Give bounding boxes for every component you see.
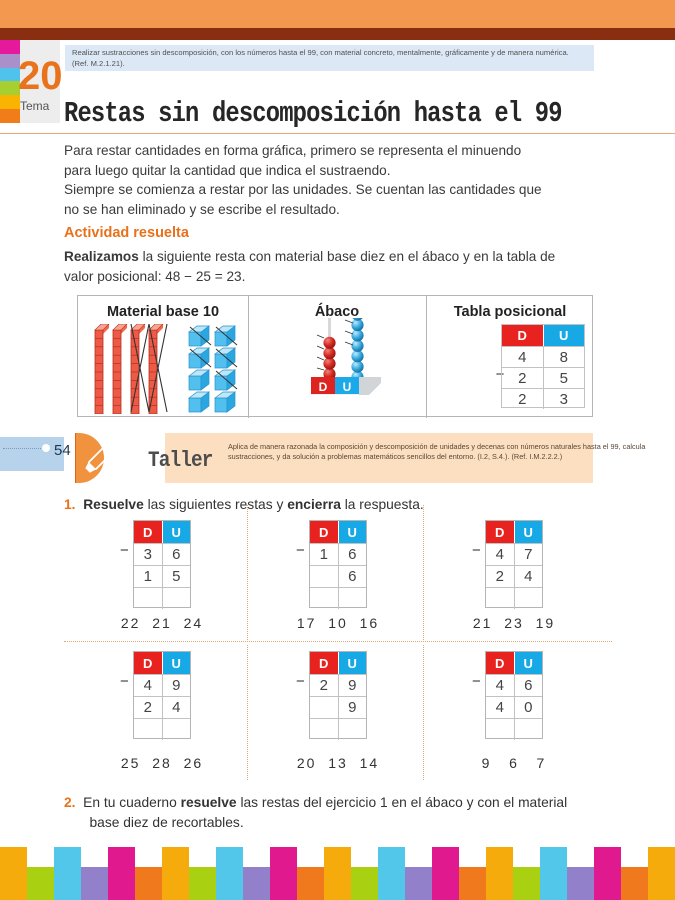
svg-text:U: U [343, 380, 352, 394]
svg-text:D: D [319, 380, 328, 394]
